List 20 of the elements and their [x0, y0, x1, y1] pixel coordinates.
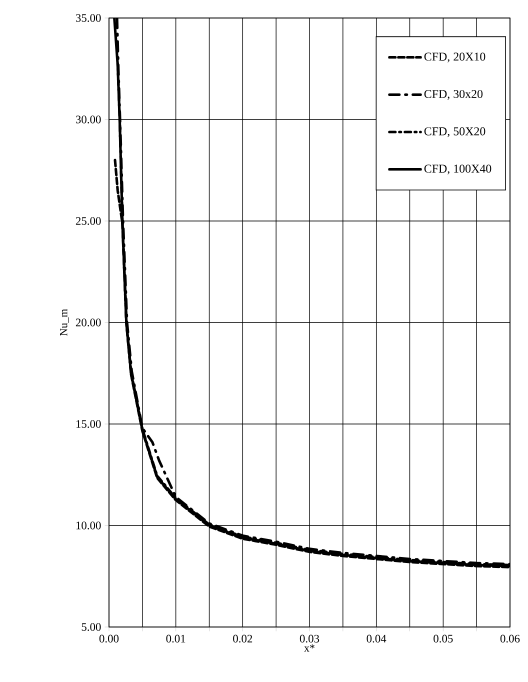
x-tick-label: 0.04: [366, 634, 386, 643]
legend-label: CFD, 20X10: [424, 52, 486, 62]
y-axis-title: Nu_m: [60, 308, 69, 336]
legend-label: CFD, 100X40: [424, 164, 492, 174]
legend-label: CFD, 50X20: [424, 127, 486, 138]
x-tick-label: 0.05: [434, 634, 453, 643]
y-tick-label: 25.00: [76, 217, 101, 225]
x-axis-title: x*: [304, 644, 314, 652]
y-tick-label: 30.00: [76, 116, 101, 124]
x-tick-label: 0.00: [99, 634, 119, 643]
y-tick-label: 15.00: [76, 420, 101, 428]
y-tick-label: 10.00: [76, 522, 101, 530]
y-tick-label: 20.00: [76, 318, 101, 326]
y-tick-label: 35.00: [76, 14, 101, 22]
x-tick-label: 0.06: [500, 634, 520, 643]
x-tick-label: 0.02: [233, 634, 252, 643]
x-tick-label: 0.01: [166, 634, 186, 643]
y-tick-label: 5.00: [82, 623, 101, 631]
x-tick-label: 0.03: [300, 634, 320, 643]
legend-label: CFD, 30x20: [424, 90, 483, 100]
